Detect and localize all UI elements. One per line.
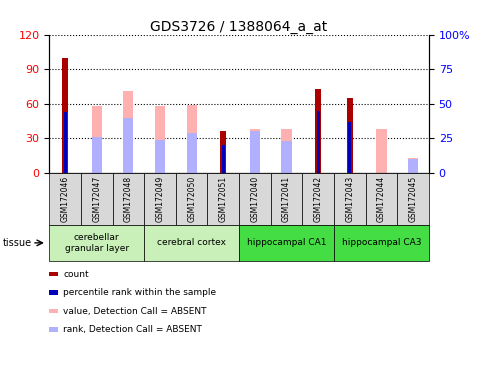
Text: GSM172047: GSM172047 bbox=[92, 175, 101, 222]
Text: GSM172040: GSM172040 bbox=[250, 175, 259, 222]
Bar bbox=[186, 105, 197, 173]
Text: tissue: tissue bbox=[2, 238, 32, 248]
Bar bbox=[220, 131, 226, 173]
Text: value, Detection Call = ABSENT: value, Detection Call = ABSENT bbox=[63, 306, 207, 316]
Title: GDS3726 / 1388064_a_at: GDS3726 / 1388064_a_at bbox=[150, 20, 328, 33]
Bar bbox=[92, 106, 102, 173]
Text: GSM172042: GSM172042 bbox=[314, 175, 323, 222]
Text: rank, Detection Call = ABSENT: rank, Detection Call = ABSENT bbox=[63, 325, 202, 334]
Bar bbox=[250, 129, 260, 173]
Bar bbox=[64, 112, 67, 173]
Bar bbox=[250, 131, 260, 173]
Bar bbox=[376, 129, 387, 173]
Text: GSM172044: GSM172044 bbox=[377, 175, 386, 222]
Text: GSM172046: GSM172046 bbox=[61, 175, 70, 222]
Text: cerebellar
granular layer: cerebellar granular layer bbox=[65, 233, 129, 253]
Bar bbox=[317, 111, 320, 173]
Bar bbox=[186, 133, 197, 173]
Text: GSM172041: GSM172041 bbox=[282, 175, 291, 222]
Bar bbox=[62, 58, 68, 173]
Text: count: count bbox=[63, 270, 89, 279]
Text: GSM172048: GSM172048 bbox=[124, 175, 133, 222]
Text: hippocampal CA3: hippocampal CA3 bbox=[342, 238, 421, 247]
Bar bbox=[408, 158, 418, 173]
Text: percentile rank within the sample: percentile rank within the sample bbox=[63, 288, 216, 297]
Text: hippocampal CA1: hippocampal CA1 bbox=[247, 238, 326, 247]
Bar bbox=[282, 141, 292, 173]
Bar bbox=[282, 129, 292, 173]
Text: GSM172051: GSM172051 bbox=[219, 175, 228, 222]
Bar bbox=[155, 140, 165, 173]
Bar bbox=[316, 89, 321, 173]
Bar bbox=[222, 145, 225, 173]
Bar bbox=[123, 118, 134, 173]
Text: GSM172049: GSM172049 bbox=[155, 175, 165, 222]
Bar bbox=[408, 159, 418, 173]
Bar bbox=[123, 91, 134, 173]
Text: GSM172050: GSM172050 bbox=[187, 175, 196, 222]
Bar bbox=[155, 106, 165, 173]
Bar bbox=[348, 122, 352, 173]
Text: cerebral cortex: cerebral cortex bbox=[157, 238, 226, 247]
Bar bbox=[347, 98, 352, 173]
Text: GSM172045: GSM172045 bbox=[409, 175, 418, 222]
Text: GSM172043: GSM172043 bbox=[345, 175, 354, 222]
Bar bbox=[92, 137, 102, 173]
